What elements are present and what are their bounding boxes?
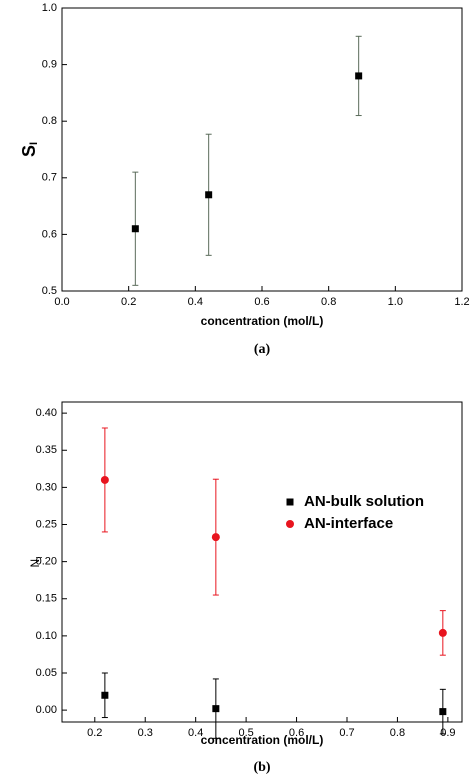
y-axis-label: SI <box>19 142 40 157</box>
x-tick-label: 1.0 <box>388 296 403 308</box>
marker <box>211 533 220 542</box>
marker <box>131 225 139 233</box>
marker <box>205 191 213 199</box>
y-axis-label: NI <box>28 557 44 568</box>
y-axis-label-sub: I <box>35 557 44 559</box>
y-tick-label: 0.00 <box>36 704 57 716</box>
y-tick-label: 0.05 <box>36 667 57 679</box>
marker <box>100 475 109 484</box>
x-axis-label: concentration (mol/L) <box>201 314 324 328</box>
caption: (b) <box>253 760 270 775</box>
marker <box>438 628 447 637</box>
plot-frame <box>61 7 463 292</box>
y-tick-label: 0.8 <box>42 115 57 127</box>
y-tick-label: 1.0 <box>42 2 57 14</box>
y-axis-label-main: N <box>28 559 42 568</box>
legend-label: AN-interface <box>304 515 393 532</box>
x-tick-label: 0.9 <box>440 727 455 739</box>
y-tick-label: 0.7 <box>42 172 57 184</box>
legend-marker <box>286 498 294 506</box>
x-tick-label: 0.2 <box>121 296 136 308</box>
x-tick-label: 0.4 <box>188 296 203 308</box>
x-tick-label: 0.8 <box>321 296 336 308</box>
y-tick-label: 0.40 <box>36 407 57 419</box>
plot-frame <box>61 401 463 723</box>
marker <box>212 705 220 713</box>
x-tick-label: 0.6 <box>289 727 304 739</box>
y-tick-label: 0.20 <box>36 556 57 568</box>
legend-marker <box>286 520 294 528</box>
x-tick-label: 0.0 <box>54 296 69 308</box>
y-tick-label: 0.15 <box>36 593 57 605</box>
x-tick-label: 0.2 <box>87 727 102 739</box>
y-tick-label: 0.30 <box>36 481 57 493</box>
y-axis-label-main: S <box>19 145 39 157</box>
x-tick-label: 0.4 <box>188 727 203 739</box>
y-tick-label: 0.10 <box>36 630 57 642</box>
marker <box>101 691 109 699</box>
x-tick-label: 0.7 <box>339 727 354 739</box>
x-tick-label: 0.6 <box>254 296 269 308</box>
x-tick-label: 0.3 <box>138 727 153 739</box>
legend-label: AN-bulk solution <box>304 493 424 510</box>
marker <box>439 708 447 716</box>
x-axis-label: concentration (mol/L) <box>201 733 324 747</box>
y-tick-label: 0.25 <box>36 518 57 530</box>
y-tick-label: 0.5 <box>42 285 57 297</box>
y-tick-label: 0.35 <box>36 444 57 456</box>
x-tick-label: 0.8 <box>390 727 405 739</box>
x-tick-label: 1.2 <box>454 296 469 308</box>
caption: (a) <box>254 342 271 357</box>
marker <box>355 72 363 80</box>
y-tick-label: 0.6 <box>42 228 57 240</box>
y-axis-label-sub: I <box>28 142 40 145</box>
x-tick-label: 0.5 <box>238 727 253 739</box>
y-tick-label: 0.9 <box>42 59 57 71</box>
